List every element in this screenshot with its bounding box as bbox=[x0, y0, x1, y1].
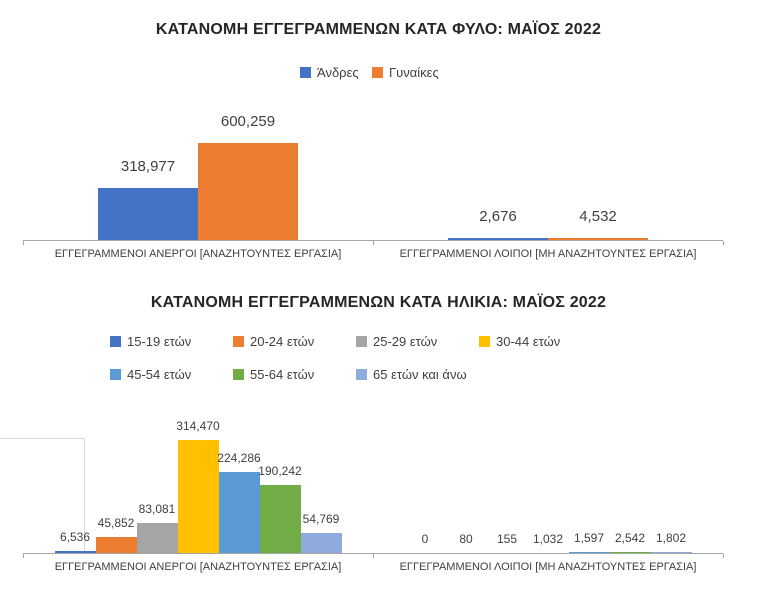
category-label: ΕΓΓΕΓΡΑΜΜΕΝΟΙ ΛΟΙΠΟΙ [ΜΗ ΑΝΑΖΗΤΟΥΝΤΕΣ ΕΡ… bbox=[399, 561, 697, 573]
legend-item: 15-19 ετών bbox=[110, 333, 191, 349]
bar bbox=[98, 188, 198, 240]
x-axis bbox=[23, 553, 723, 554]
legend-label: 25-29 ετών bbox=[373, 333, 438, 349]
bar bbox=[259, 484, 301, 553]
bar-value-label: 600,259 bbox=[220, 113, 276, 130]
axis-tick bbox=[723, 554, 724, 558]
legend-item: 25-29 ετών bbox=[356, 333, 437, 349]
bar-value-label: 83,081 bbox=[138, 502, 176, 517]
legend-item: 65 ετών και άνω bbox=[356, 366, 467, 382]
bar-value-label: 2,676 bbox=[479, 208, 517, 225]
legend-label: Άνδρες bbox=[317, 64, 359, 80]
legend-swatch bbox=[300, 66, 311, 78]
bar-value-label: 45,852 bbox=[97, 515, 135, 530]
axis-tick bbox=[23, 241, 24, 245]
bar-value-label: 4,532 bbox=[579, 208, 617, 225]
bar bbox=[177, 440, 219, 553]
bar-value-label: 1,802 bbox=[655, 531, 687, 546]
bar bbox=[218, 472, 260, 553]
bar-value-label: 314,470 bbox=[176, 419, 220, 433]
bar-value-label: 1,597 bbox=[573, 531, 605, 546]
legend-swatch bbox=[110, 368, 121, 380]
category-label: ΕΓΓΕΓΡΑΜΜΕΝΟΙ ΑΝΕΡΓΟΙ [ΑΝΑΖΗΤΟΥΝΤΕΣ ΕΡΓΑ… bbox=[54, 248, 342, 260]
category-label: ΕΓΓΕΓΡΑΜΜΕΝΟΙ ΛΟΙΠΟΙ [ΜΗ ΑΝΑΖΗΤΟΥΝΤΕΣ ΕΡ… bbox=[399, 248, 697, 260]
age-chart-title: ΚΑΤΑΝΟΜΗ ΕΓΓΕΓΡΑΜΜΕΝΩΝ ΚΑΤΑ ΗΛΙΚΙΑ: ΜΑΪΟ… bbox=[150, 294, 607, 311]
bar-value-label: 6,536 bbox=[59, 529, 91, 544]
legend-label: 20-24 ετών bbox=[250, 333, 315, 349]
bar bbox=[54, 550, 96, 553]
bar-value-label: 2,542 bbox=[614, 531, 646, 546]
axis-tick bbox=[23, 554, 24, 558]
category-label: ΕΓΓΕΓΡΑΜΜΕΝΟΙ ΑΝΕΡΓΟΙ [ΑΝΑΖΗΤΟΥΝΤΕΣ ΕΡΓΑ… bbox=[54, 561, 342, 573]
bar bbox=[136, 523, 178, 553]
bar-value-label: 54,769 bbox=[302, 512, 340, 527]
legend-swatch bbox=[110, 335, 121, 347]
bar-value-label: 0 bbox=[421, 532, 429, 546]
bar bbox=[95, 536, 137, 553]
axis-tick bbox=[373, 554, 374, 558]
bar bbox=[448, 238, 548, 240]
legend-item: Γυναίκες bbox=[372, 64, 439, 80]
legend-item: Άνδρες bbox=[300, 64, 359, 80]
bar bbox=[198, 143, 298, 240]
bar-value-label: 224,286 bbox=[217, 451, 261, 466]
legend-swatch bbox=[233, 368, 244, 380]
legend-item: 55-64 ετών bbox=[233, 366, 314, 382]
legend-item: 30-44 ετών bbox=[479, 333, 560, 349]
legend-item: 45-54 ετών bbox=[110, 366, 191, 382]
legend-swatch bbox=[233, 335, 244, 347]
legend-swatch bbox=[356, 368, 367, 380]
bar-value-label: 80 bbox=[459, 531, 473, 546]
x-axis bbox=[23, 240, 723, 241]
legend-swatch bbox=[372, 66, 383, 78]
legend-label: 45-54 ετών bbox=[127, 366, 192, 382]
legend-item: 20-24 ετών bbox=[233, 333, 314, 349]
bar-value-label: 190,242 bbox=[258, 463, 302, 478]
bar bbox=[548, 238, 648, 240]
legend-label: 65 ετών και άνω bbox=[373, 366, 467, 382]
legend-label: 55-64 ετών bbox=[250, 366, 315, 382]
legend-swatch bbox=[356, 335, 367, 347]
legend-label: Γυναίκες bbox=[389, 64, 439, 80]
legend-label: 30-44 ετών bbox=[496, 333, 561, 349]
gender-chart-title: ΚΑΤΑΝΟΜΗ ΕΓΓΕΓΡΑΜΜΕΝΩΝ ΚΑΤΑ ΦΥΛΟ: ΜΑΪΟΣ … bbox=[155, 21, 602, 38]
bar bbox=[650, 552, 692, 553]
bar bbox=[300, 533, 342, 553]
empty-overlay-box bbox=[0, 438, 85, 553]
legend-swatch bbox=[479, 335, 490, 347]
bar bbox=[568, 552, 610, 553]
axis-tick bbox=[373, 241, 374, 245]
bar-value-label: 155 bbox=[496, 531, 518, 546]
bar bbox=[609, 552, 651, 553]
axis-tick bbox=[723, 241, 724, 245]
bar-value-label: 318,977 bbox=[120, 158, 176, 176]
legend-label: 15-19 ετών bbox=[127, 333, 192, 349]
bar-value-label: 1,032 bbox=[532, 531, 564, 546]
